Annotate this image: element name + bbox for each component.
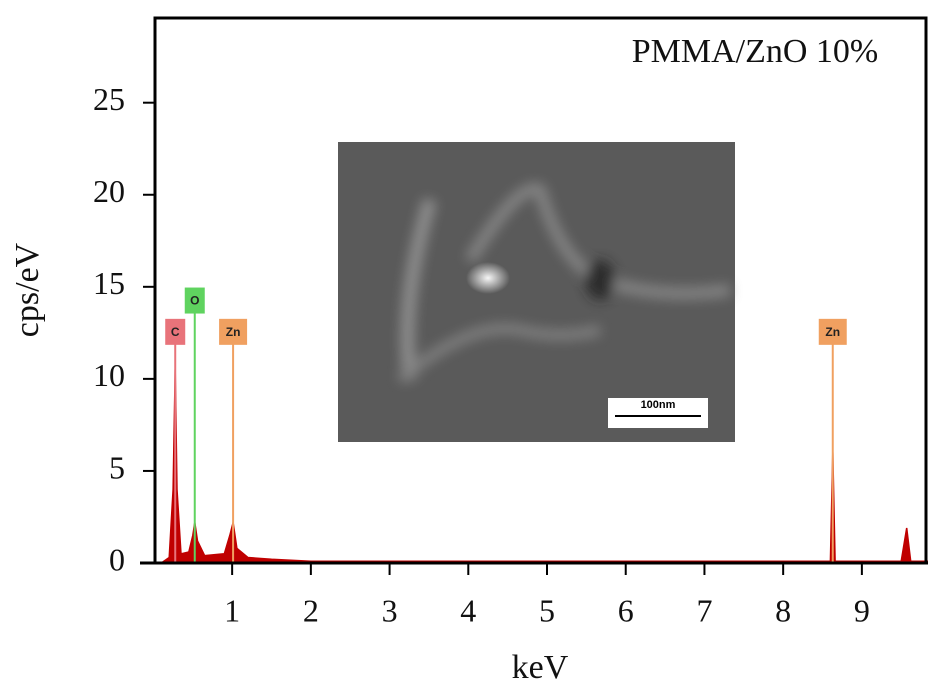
x-tick-label: 8 [775,592,791,628]
x-tick-label: 2 [303,592,319,628]
marker-box [184,287,205,314]
y-tick-label: 0 [109,541,125,577]
marker-label: C [171,325,180,339]
frame [153,16,928,563]
y-tick-label: 15 [93,265,125,301]
inset-image: 100nm [338,142,735,442]
y-axis-label: cps/eV [9,242,46,337]
annotation: PMMA/ZnO 10% [632,33,879,70]
y-tick-label: 5 [109,449,125,485]
x-tick-label: 1 [224,592,240,628]
x-tick-label: 7 [696,592,712,628]
marker-box [818,318,847,345]
marker-box [219,318,248,345]
y-tick-label: 10 [93,357,125,393]
x-tick-label: 5 [539,592,555,628]
spectrum [160,369,928,564]
x-tick-label: 3 [382,592,398,628]
x-tick-label: 6 [618,592,634,628]
marker-label: Zn [226,325,241,339]
y-tick-label: 25 [93,81,125,117]
marker-label: O [190,294,199,308]
scale-label: 100nm [641,399,676,411]
x-tick-label: 9 [854,592,870,628]
x-axis-label: keV [512,649,569,686]
marker-label: Zn [825,325,840,339]
x-tick-label: 4 [460,592,476,628]
y-tick-label: 20 [93,173,125,209]
marker-box [165,318,186,345]
